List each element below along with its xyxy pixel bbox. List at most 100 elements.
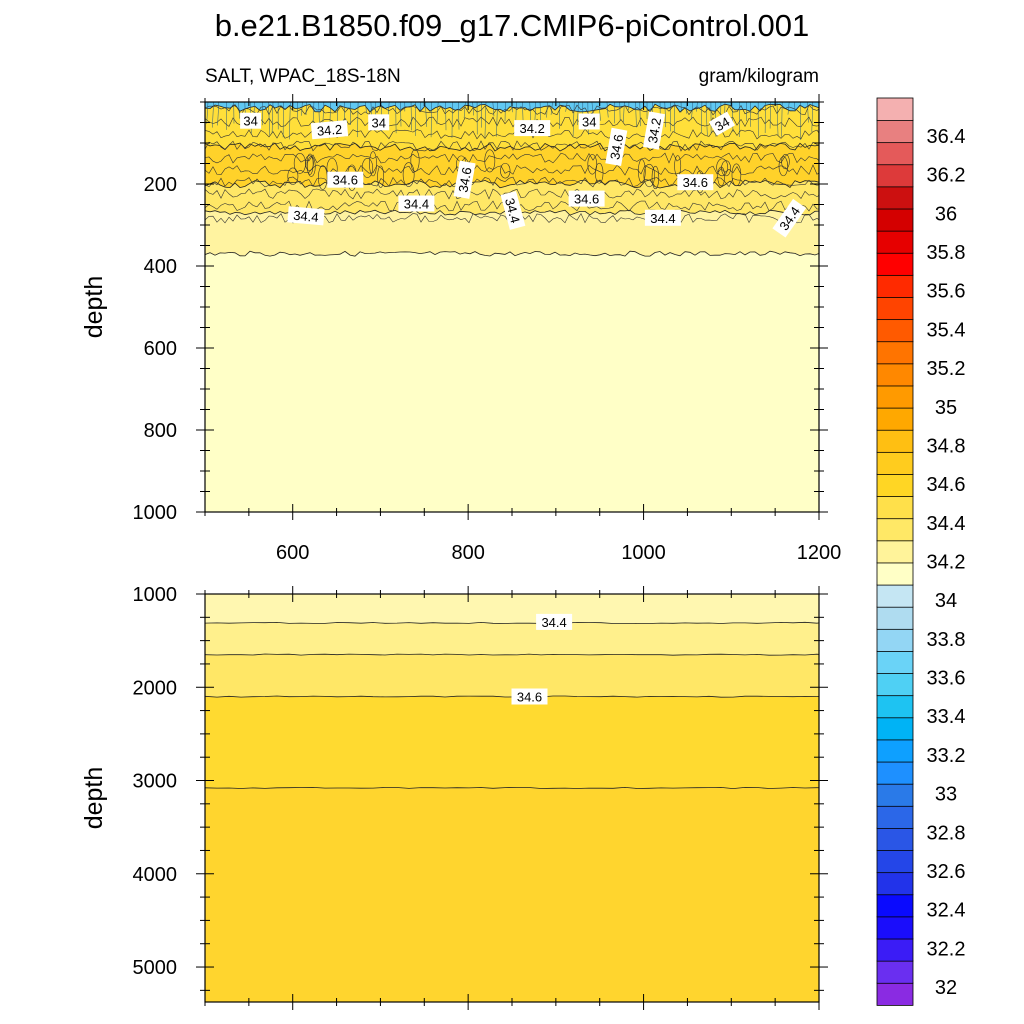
contour-line bbox=[721, 160, 731, 177]
y-tick-label: 3000 bbox=[133, 771, 178, 793]
colorbar-swatch bbox=[876, 916, 914, 940]
contour-label-text: 34.2 bbox=[316, 122, 343, 139]
contour-label-text: 34.6 bbox=[683, 175, 708, 190]
contour-line bbox=[500, 162, 511, 179]
contour-label-text: 34 bbox=[582, 115, 596, 130]
contour-label-text: 34.4 bbox=[650, 211, 675, 226]
contour-line bbox=[778, 156, 789, 177]
contour-line bbox=[238, 102, 240, 119]
contour-label-text: 34.2 bbox=[645, 117, 664, 145]
contour-label: 34.6 bbox=[677, 174, 714, 191]
contour-line bbox=[794, 102, 796, 112]
contour-line bbox=[716, 158, 729, 177]
contour-line bbox=[271, 102, 274, 134]
contour-line bbox=[623, 102, 625, 123]
colorbar-swatch bbox=[876, 893, 914, 918]
contour-label-box bbox=[500, 190, 526, 230]
colorbar-swatch bbox=[876, 938, 914, 962]
contour-line bbox=[472, 102, 474, 116]
colorbar-swatch bbox=[876, 540, 914, 564]
contour-line bbox=[484, 102, 487, 138]
upper-contour-labels: 34 34.2 34 34.2 34 34.6 34.2 34 34.6 34.6 34.6 34.6… bbox=[240, 111, 807, 238]
contour-label: 34.4 bbox=[287, 206, 325, 226]
colorbar-swatch bbox=[876, 584, 914, 608]
colorbar-swatch bbox=[876, 208, 914, 232]
contour-label-text: 34 bbox=[712, 114, 732, 134]
colorbar-swatch bbox=[876, 694, 914, 719]
contour-line bbox=[268, 102, 271, 136]
x-tick-label: 1200 bbox=[797, 542, 842, 564]
colorbar-swatch bbox=[876, 761, 914, 785]
contour-label-box bbox=[398, 195, 435, 212]
colorbar-swatch bbox=[876, 97, 914, 121]
contour-label: 34.6 bbox=[605, 127, 628, 167]
lower-contour-labels: 34.4 34.6 bbox=[511, 613, 573, 705]
contour-label-box bbox=[453, 160, 476, 199]
contour-line bbox=[436, 102, 439, 125]
colorbar-label: 35 bbox=[935, 397, 957, 419]
contour-label: 34.2 bbox=[514, 120, 551, 137]
depth-layer-fill bbox=[205, 787, 819, 1002]
colorbar-label: 35.2 bbox=[927, 358, 966, 380]
y-tick-label: 1000 bbox=[133, 584, 178, 606]
left-subtitle: SALT, WPAC_18S-18N bbox=[205, 66, 401, 87]
y-tick-label: 600 bbox=[144, 338, 177, 360]
depth-layer-fill bbox=[205, 696, 819, 789]
contour-line bbox=[205, 250, 819, 257]
contour-label-text: 34.6 bbox=[607, 133, 626, 161]
contour-line bbox=[496, 102, 498, 137]
contour-line bbox=[587, 154, 598, 175]
contour-label-box bbox=[240, 112, 262, 129]
colorbar-label: 35.8 bbox=[927, 242, 966, 264]
colorbar-swatch bbox=[876, 363, 914, 387]
contour-label-box bbox=[677, 174, 714, 191]
contour-label-text: 34.6 bbox=[333, 173, 358, 188]
colorbar-swatch bbox=[876, 407, 914, 431]
contour-line bbox=[365, 102, 367, 114]
contour-line bbox=[811, 102, 813, 132]
contour-label-box bbox=[368, 114, 390, 131]
depth-layer-fill bbox=[205, 251, 819, 512]
contour-line bbox=[731, 163, 742, 187]
colorbar-swatch bbox=[876, 119, 914, 144]
y-tick-label: 2000 bbox=[133, 677, 178, 699]
contour-line bbox=[685, 102, 687, 114]
contour-line bbox=[205, 104, 819, 116]
lower-contour-lines bbox=[205, 621, 819, 790]
contour-label: 34.4 bbox=[500, 190, 526, 230]
colorbar-label: 34.2 bbox=[927, 552, 966, 574]
contour-line bbox=[425, 102, 427, 127]
contour-line bbox=[205, 176, 819, 188]
y-tick-label: 4000 bbox=[133, 864, 178, 886]
contour-line bbox=[304, 155, 314, 171]
lower-panel: 34.4 34.6 1000 2000 3000 4000 5000 depth bbox=[80, 584, 828, 1010]
contour-line bbox=[293, 152, 306, 174]
colorbar-label: 35.6 bbox=[927, 281, 966, 303]
upper-axes: 600 800 1000 1200 200 400 600 800 1000 bbox=[133, 94, 842, 564]
colorbar-swatch bbox=[876, 163, 914, 188]
colorbar-swatch bbox=[876, 186, 914, 210]
colorbar-swatch bbox=[876, 429, 914, 453]
colorbar-swatch bbox=[876, 606, 914, 630]
contour-line bbox=[361, 158, 374, 178]
colorbar-swatch bbox=[876, 805, 914, 829]
contour-line bbox=[696, 102, 698, 112]
figure-title: b.e21.B1850.f09_g17.CMIP6-piControl.001 bbox=[215, 8, 810, 43]
contour-line bbox=[205, 653, 819, 656]
colorbar-label: 36 bbox=[935, 203, 957, 225]
colorbar-swatch bbox=[876, 827, 914, 851]
contour-label-box bbox=[310, 120, 349, 140]
colorbar-swatch bbox=[876, 517, 914, 542]
colorbar-label: 34 bbox=[935, 590, 957, 612]
contour-label-box bbox=[536, 613, 573, 630]
colorbar-swatch bbox=[876, 296, 914, 321]
right-subtitle: gram/kilogram bbox=[699, 66, 819, 87]
contour-line bbox=[306, 156, 316, 177]
colorbar-label: 33.6 bbox=[927, 668, 966, 690]
colorbar-label: 33.8 bbox=[927, 629, 966, 651]
contour-line bbox=[639, 102, 641, 127]
contour-line bbox=[205, 140, 819, 152]
contour-line bbox=[638, 159, 646, 184]
colorbar-label: 32.4 bbox=[927, 900, 966, 922]
